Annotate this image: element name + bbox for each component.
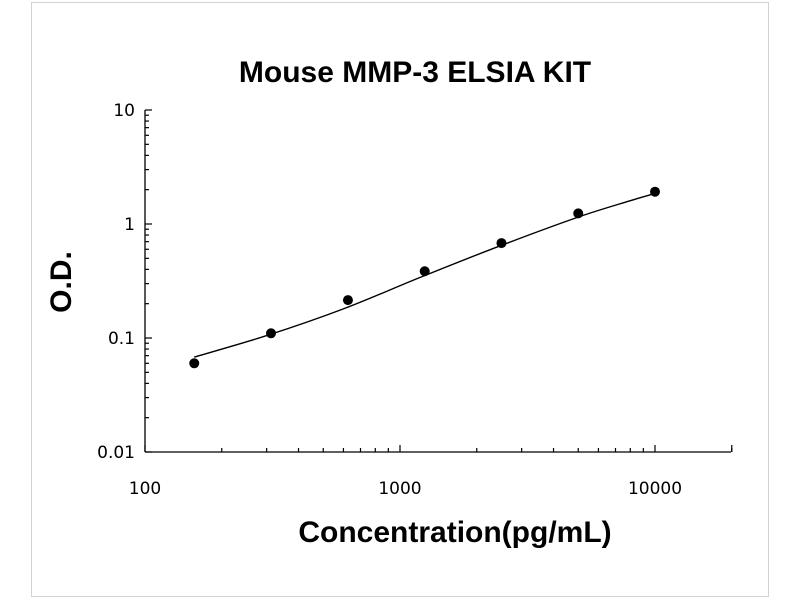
y-tick-label: 0.01 [97,443,135,463]
data-point [496,238,507,249]
data-point [342,295,353,306]
x-axis-label: Concentration(pg/mL) [298,516,611,549]
chart-title: Mouse MMP-3 ELSIA KIT [239,56,591,89]
y-tick-label: 1 [124,215,135,235]
x-tick-label: 10000 [628,479,682,499]
x-tick-label: 1000 [378,479,421,499]
plot-area: 10 1 0.1 0.01 100 1000 10000 [97,101,733,499]
x-tick-label: 100 [129,479,161,499]
y-tick-label: 0.1 [108,329,135,349]
data-point [189,358,200,369]
y-tick-label: 10 [113,101,135,121]
data-point [266,328,277,339]
data-point [573,208,584,219]
chart-frame [31,2,769,597]
data-point [650,186,660,197]
data-point [419,266,430,277]
y-axis-label: O.D. [45,251,78,313]
